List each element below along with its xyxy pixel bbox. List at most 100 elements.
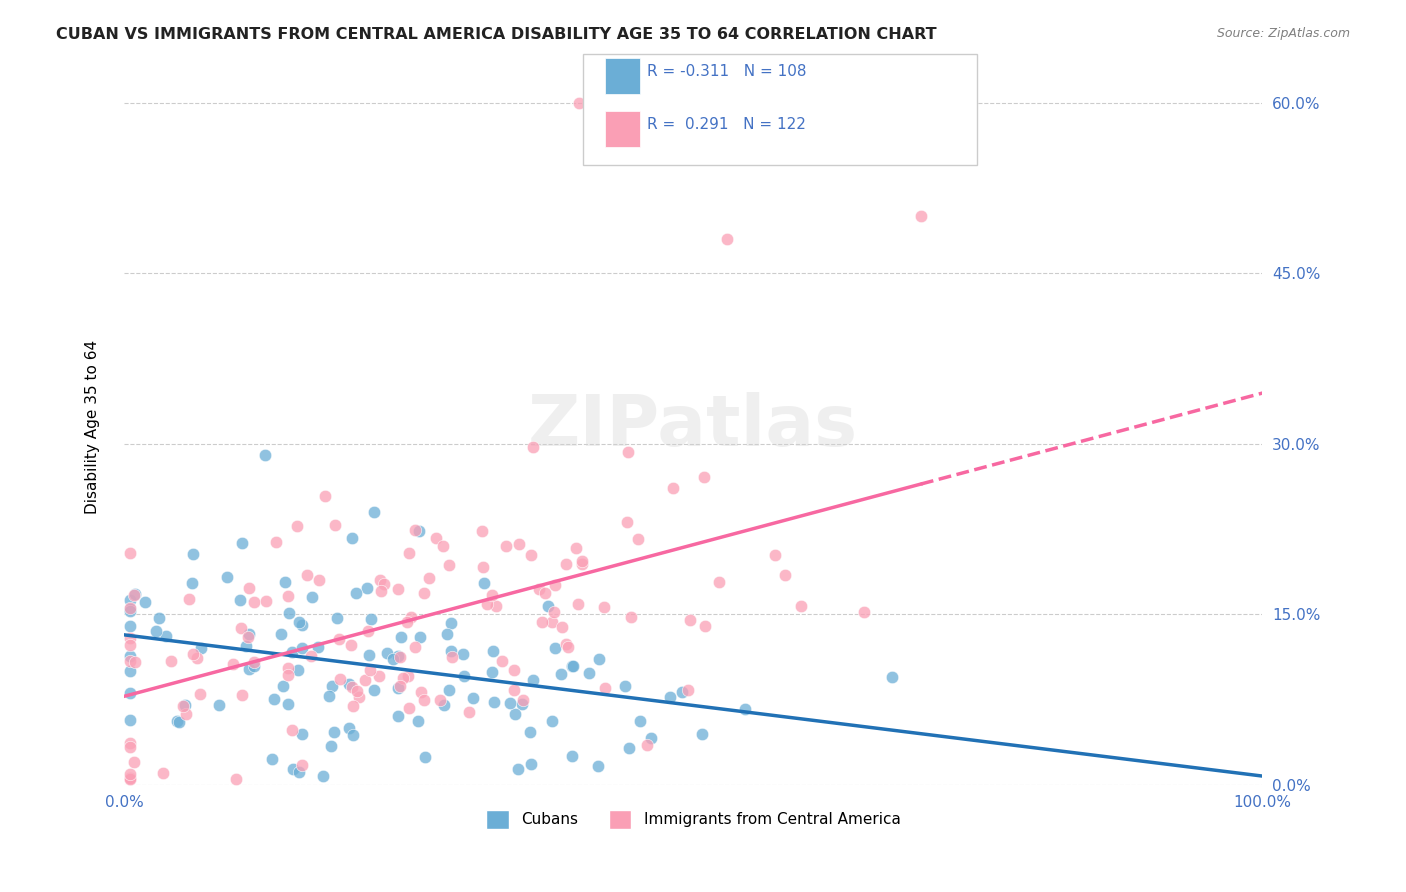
- Point: [254, 594, 277, 608]
- Point: [440, 616, 463, 631]
- Point: [183, 647, 205, 661]
- Point: [356, 624, 378, 639]
- Point: [519, 757, 541, 772]
- Point: [734, 702, 756, 716]
- Point: [321, 679, 343, 693]
- Point: [520, 548, 543, 562]
- Point: [551, 620, 574, 634]
- Point: [274, 575, 297, 590]
- Point: [387, 709, 409, 723]
- Point: [254, 448, 277, 462]
- Point: [231, 621, 253, 635]
- Point: [285, 519, 308, 533]
- Y-axis label: Disability Age 35 to 64: Disability Age 35 to 64: [86, 340, 100, 514]
- Point: [288, 615, 311, 629]
- Point: [565, 541, 588, 555]
- Point: [391, 672, 413, 686]
- Point: [396, 669, 419, 683]
- Point: [323, 517, 346, 532]
- Point: [537, 599, 560, 613]
- Point: [396, 615, 419, 630]
- Point: [312, 769, 335, 783]
- Point: [177, 592, 200, 607]
- Point: [441, 649, 464, 664]
- Point: [775, 567, 797, 582]
- Point: [118, 545, 141, 559]
- Point: [544, 578, 567, 592]
- Point: [503, 663, 526, 677]
- Point: [342, 728, 364, 742]
- Point: [301, 590, 323, 604]
- Point: [475, 597, 498, 611]
- Point: [512, 692, 534, 706]
- Point: [408, 524, 430, 538]
- Point: [339, 677, 361, 691]
- Point: [389, 630, 412, 644]
- Point: [593, 599, 616, 614]
- Point: [325, 610, 347, 624]
- Point: [145, 624, 167, 638]
- Point: [636, 738, 658, 752]
- Point: [340, 638, 363, 652]
- Point: [522, 440, 544, 454]
- Point: [627, 533, 650, 547]
- Point: [399, 609, 422, 624]
- Point: [482, 644, 505, 658]
- Point: [707, 575, 730, 590]
- Point: [118, 632, 141, 646]
- Point: [124, 587, 146, 601]
- Point: [277, 606, 299, 620]
- Point: [370, 583, 392, 598]
- Point: [188, 687, 211, 701]
- Point: [314, 488, 336, 502]
- Point: [167, 714, 190, 729]
- Point: [124, 655, 146, 669]
- Point: [118, 767, 141, 781]
- Point: [263, 692, 285, 706]
- Point: [373, 577, 395, 591]
- Point: [231, 536, 253, 550]
- Point: [381, 652, 404, 666]
- Point: [222, 657, 245, 671]
- Point: [118, 619, 141, 633]
- Point: [425, 531, 447, 545]
- Point: [510, 697, 533, 711]
- Point: [124, 756, 146, 770]
- Point: [540, 615, 562, 629]
- Point: [457, 705, 479, 719]
- Point: [359, 648, 381, 662]
- Point: [264, 534, 287, 549]
- Point: [323, 724, 346, 739]
- Point: [231, 689, 253, 703]
- Point: [453, 669, 475, 683]
- Point: [242, 594, 264, 608]
- Point: [503, 683, 526, 698]
- Point: [679, 613, 702, 627]
- Point: [291, 617, 314, 632]
- Text: R =  0.291   N = 122: R = 0.291 N = 122: [647, 118, 806, 132]
- Text: Source: ZipAtlas.com: Source: ZipAtlas.com: [1216, 27, 1350, 40]
- Point: [118, 654, 141, 668]
- Point: [281, 645, 304, 659]
- Point: [342, 699, 364, 714]
- Point: [412, 586, 434, 600]
- Point: [118, 638, 141, 652]
- Point: [363, 505, 385, 519]
- Point: [180, 576, 202, 591]
- Point: [225, 772, 247, 787]
- Point: [118, 686, 141, 700]
- Point: [693, 470, 716, 484]
- Point: [640, 731, 662, 745]
- Point: [485, 599, 508, 614]
- Point: [277, 668, 299, 682]
- Point: [328, 632, 350, 646]
- Point: [387, 649, 409, 664]
- Point: [413, 750, 436, 764]
- Point: [481, 588, 503, 602]
- Legend: Cubans, Immigrants from Central America: Cubans, Immigrants from Central America: [479, 804, 907, 835]
- Point: [238, 581, 260, 595]
- Point: [588, 652, 610, 666]
- Point: [229, 592, 252, 607]
- Point: [620, 610, 643, 624]
- Point: [676, 683, 699, 698]
